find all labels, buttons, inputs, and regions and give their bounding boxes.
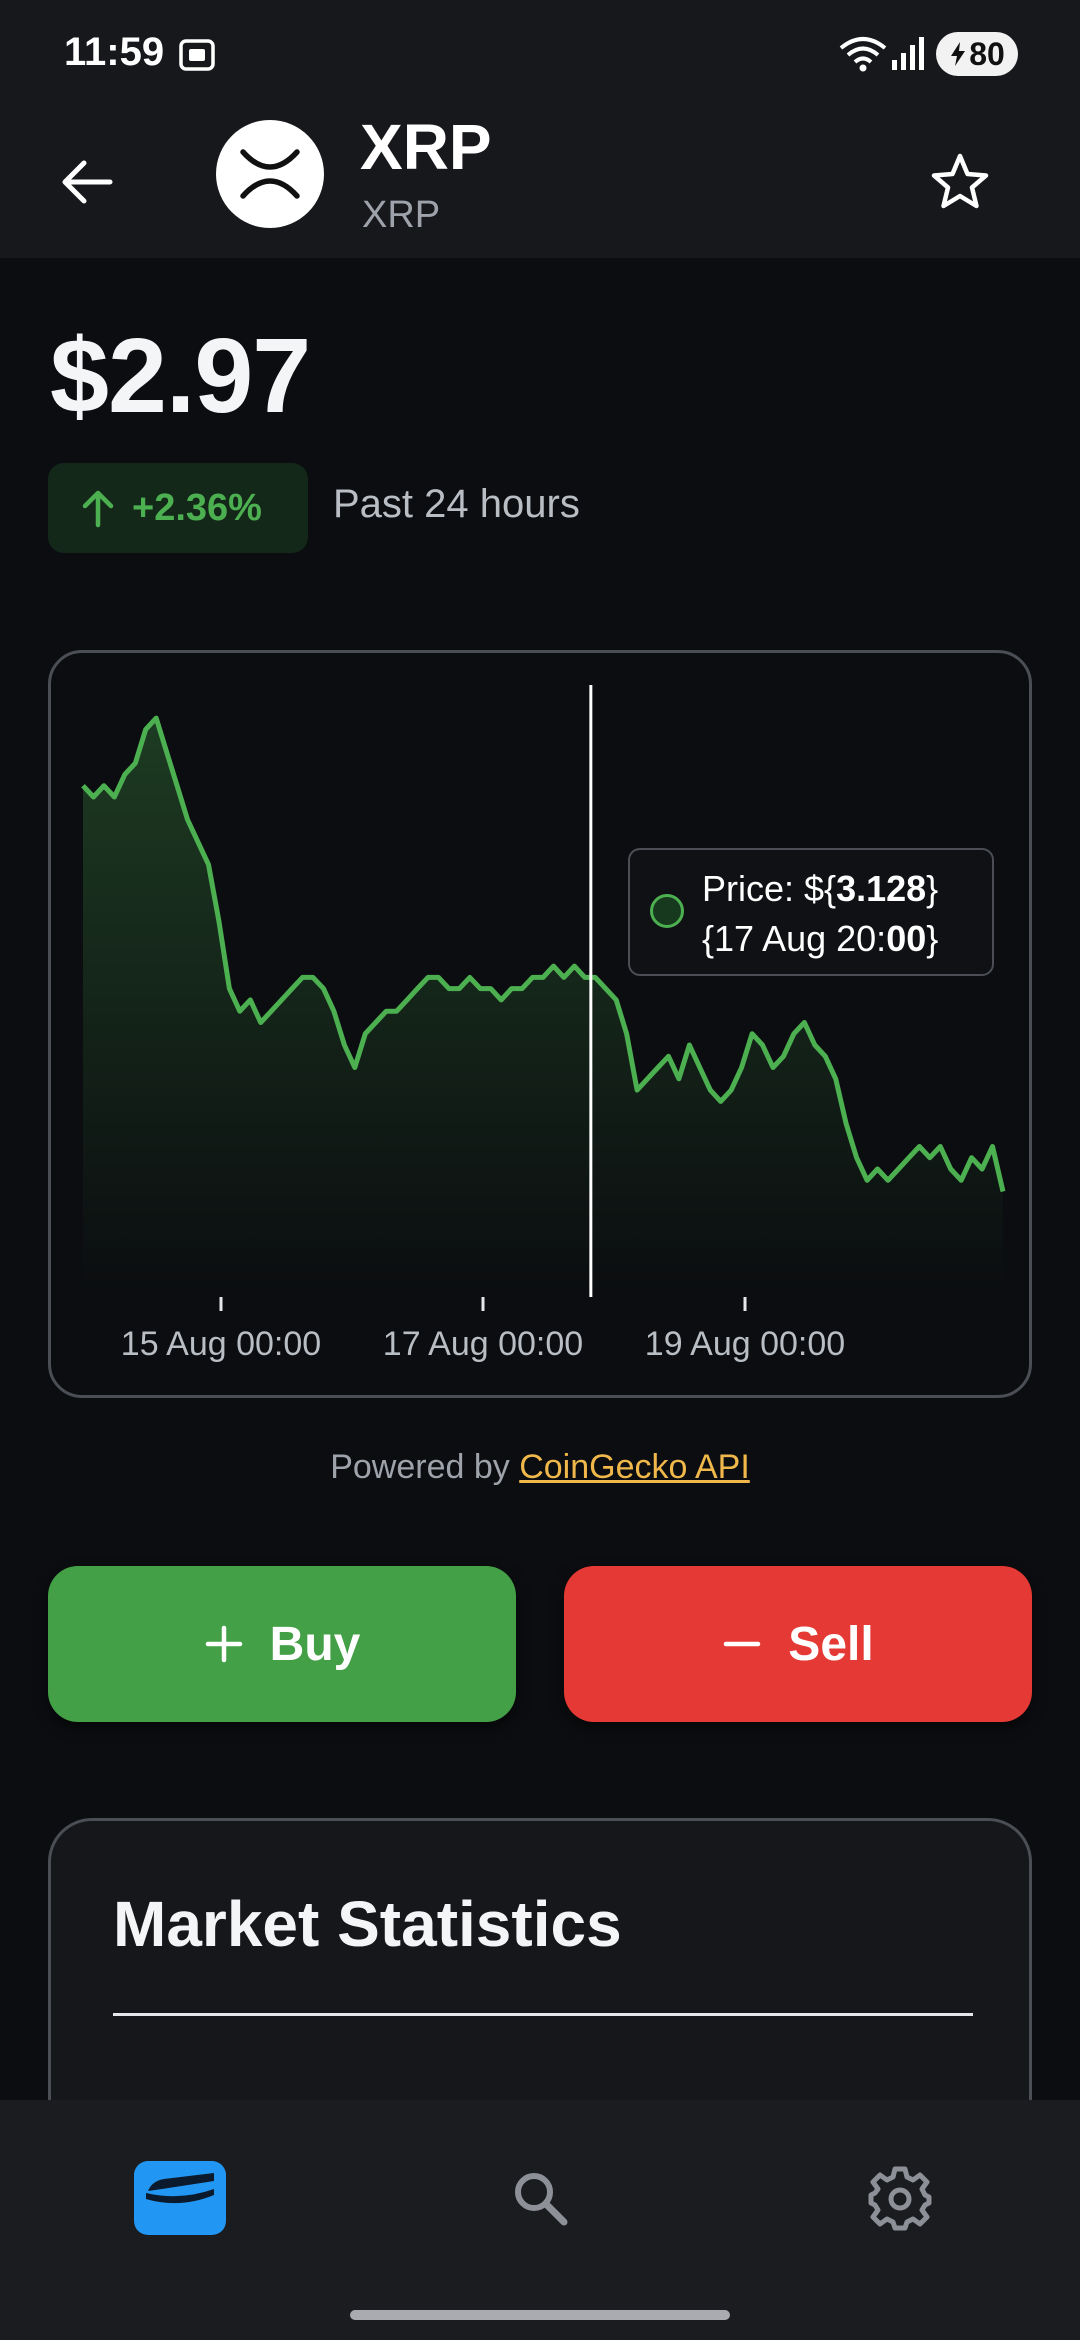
sell-button[interactable]: Sell	[564, 1566, 1032, 1722]
current-price: $2.97	[50, 317, 311, 435]
tooltip-price-value: 3.128	[836, 868, 927, 909]
powered-by-text: Powered by	[330, 1448, 520, 1486]
gear-icon	[868, 2166, 932, 2231]
plus-icon	[205, 1625, 242, 1663]
home-indicator	[350, 2310, 730, 2320]
search-icon	[515, 2173, 568, 2226]
buy-label: Buy	[269, 1617, 361, 1671]
sell-label: Sell	[788, 1617, 874, 1671]
status-time: 11:59	[64, 30, 165, 74]
chart-tooltip: Price: ${3.128} {17 Aug 20:00}	[628, 848, 994, 976]
price-chart[interactable]: 15 Aug 00:00 17 Aug 00:00 19 Aug 00:00 Pri…	[48, 650, 1032, 1398]
status-bar: 11:59 80	[0, 0, 1080, 110]
buy-button[interactable]: Buy	[48, 1566, 516, 1722]
battery-level: 80	[969, 35, 1005, 72]
minus-icon	[724, 1641, 761, 1647]
tooltip-date-close: }	[926, 918, 939, 959]
tooltip-date: {17 Aug 20:00}	[702, 918, 938, 960]
price-chart-canvas[interactable]: 15 Aug 00:00 17 Aug 00:00 19 Aug 00:00	[51, 653, 1032, 1398]
nav-wallet[interactable]	[130, 2156, 230, 2240]
signal-icon	[892, 37, 924, 70]
tooltip-price: Price: ${3.128}	[702, 868, 938, 910]
price-change-period: Past 24 hours	[333, 482, 580, 526]
back-arrow-icon	[62, 160, 113, 204]
app-bar: XRP XRP	[0, 110, 1080, 258]
coin-name: XRP	[360, 111, 492, 183]
x-axis-tick-label: 15 Aug 00:00	[121, 1325, 321, 1363]
tooltip-price-close: }	[926, 868, 939, 909]
star-outline-icon	[931, 153, 989, 209]
tooltip-date-bold: 00	[886, 918, 927, 959]
coin-symbol: XRP	[362, 194, 441, 236]
battery-indicator: 80	[936, 32, 1018, 76]
coin-logo	[216, 120, 324, 228]
coingecko-link[interactable]: CoinGecko API	[519, 1448, 750, 1486]
xrp-logo-icon	[240, 149, 300, 199]
x-axis-tick-label: 17 Aug 00:00	[383, 1325, 583, 1363]
back-button[interactable]	[46, 142, 126, 222]
wallet-icon	[134, 2161, 226, 2235]
x-axis-tick-label: 19 Aug 00:00	[645, 1325, 845, 1363]
nav-search[interactable]	[490, 2156, 590, 2240]
chart-area-fill	[83, 718, 1003, 1293]
screenshot-icon	[179, 39, 215, 71]
market-statistics-title: Market Statistics	[113, 1888, 622, 1960]
tooltip-price-label: Price: ${	[702, 868, 837, 909]
price-series-line	[81, 715, 1006, 1193]
bottom-navigation	[0, 2100, 1080, 2340]
price-change-badge: +2.36%	[48, 463, 308, 553]
wifi-icon	[839, 37, 887, 72]
favorite-button[interactable]	[916, 138, 1004, 226]
price-change-value: +2.36%	[132, 486, 262, 529]
powered-by-note: Powered by CoinGecko API	[0, 1448, 1080, 1487]
series-marker-icon	[650, 894, 684, 928]
nav-settings[interactable]	[850, 2156, 950, 2240]
market-statistics-divider	[113, 2013, 973, 2016]
tooltip-date-prefix: {17 Aug 20:	[702, 918, 887, 959]
battery-bolt-icon	[951, 42, 966, 66]
arrow-up-icon	[82, 490, 114, 528]
